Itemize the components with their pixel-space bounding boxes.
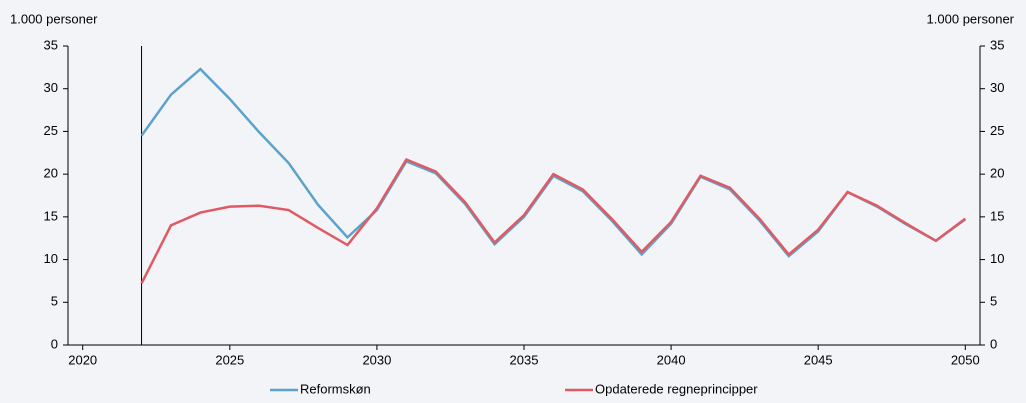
y2-tick-label: 25 [990, 123, 1004, 138]
y-tick-label: 20 [44, 166, 58, 181]
y2-tick-label: 0 [990, 336, 997, 351]
y-axis-label: 1.000 personer [10, 11, 98, 26]
x-tick-label: 2025 [215, 352, 244, 367]
y-tick-label: 25 [44, 123, 58, 138]
legend-label: Opdaterede regneprincipper [595, 381, 758, 396]
y-tick-label: 10 [44, 251, 58, 266]
y2-tick-label: 15 [990, 208, 1004, 223]
x-tick-label: 2035 [510, 352, 539, 367]
x-tick-label: 2030 [362, 352, 391, 367]
y2-tick-label: 10 [990, 251, 1004, 266]
y-tick-label: 15 [44, 208, 58, 223]
series-line [140, 158, 967, 285]
y-tick-label: 0 [51, 336, 58, 351]
x-tick-label: 2050 [951, 352, 980, 367]
y-tick-label: 30 [44, 80, 58, 95]
x-tick-label: 2020 [68, 352, 97, 367]
y2-tick-label: 35 [990, 37, 1004, 52]
y2-tick-label: 30 [990, 80, 1004, 95]
y-tick-label: 35 [44, 37, 58, 52]
x-tick-label: 2040 [657, 352, 686, 367]
x-tick-label: 2045 [804, 352, 833, 367]
y2-tick-label: 5 [990, 294, 997, 309]
y2-axis-label: 1.000 personer [927, 11, 1015, 26]
series-line [140, 67, 967, 258]
y2-tick-label: 20 [990, 166, 1004, 181]
legend-label: Reformskøn [300, 381, 371, 396]
y-tick-label: 5 [51, 294, 58, 309]
